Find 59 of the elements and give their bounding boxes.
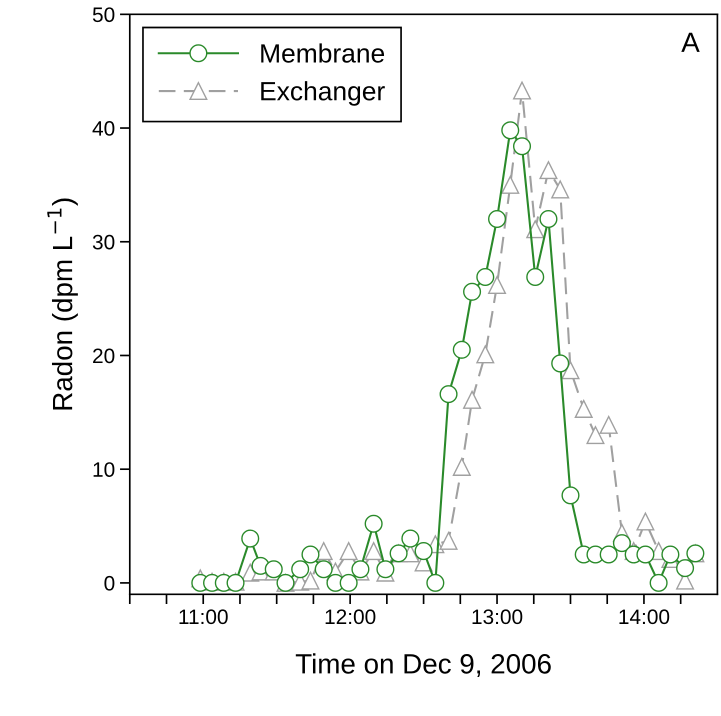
point [440,532,458,550]
point [636,512,654,531]
point [488,210,506,228]
point [574,400,593,418]
point [539,161,558,180]
point [426,574,444,592]
point [476,345,494,364]
point [488,276,506,294]
point [440,385,458,404]
point [600,545,618,564]
y-tick-label: 10 [94,462,114,477]
y-tick-label: 20 [93,348,114,364]
point [600,416,618,434]
point [512,137,532,156]
point [501,121,520,140]
point [452,458,471,476]
x-tick-label: 11:00 [180,609,228,624]
point [476,268,494,286]
point [551,180,570,198]
point [364,542,383,560]
x-axis-title: Time on Dec 9, 2006 [296,653,551,677]
point [241,530,260,548]
point [463,390,482,409]
point [301,572,320,590]
point [512,81,532,100]
point [676,559,694,578]
point [586,426,604,444]
y-axis-title: Radon (dpm L$^{−1}$) [47,198,78,410]
point [526,268,544,286]
point [452,340,471,359]
point [376,560,394,578]
y-tick-label: 40 [92,121,114,136]
point [650,574,668,592]
x-tick-label: 12:00 [326,609,376,624]
y-tick-label: 0 [104,576,114,591]
point [340,574,358,592]
point [561,486,580,504]
legend-label: Membrane [261,43,384,63]
point [661,545,680,564]
point [291,560,310,578]
x-tick-label: 13:00 [472,609,522,624]
legend-label: Exchanger [261,81,385,106]
point [314,560,333,578]
point [551,354,570,372]
x-tick-label: 14:00 [619,609,670,624]
point [364,514,383,533]
point [401,530,420,548]
y-tick-label: 50 [92,7,114,22]
point [612,534,631,552]
point [539,210,558,228]
annotation: A [681,32,700,52]
point [463,282,482,301]
point [301,545,320,564]
point [414,542,433,560]
point [340,542,358,560]
point [636,545,654,564]
y-tick-label: 30 [92,234,114,250]
point [501,176,520,194]
point [561,361,580,380]
